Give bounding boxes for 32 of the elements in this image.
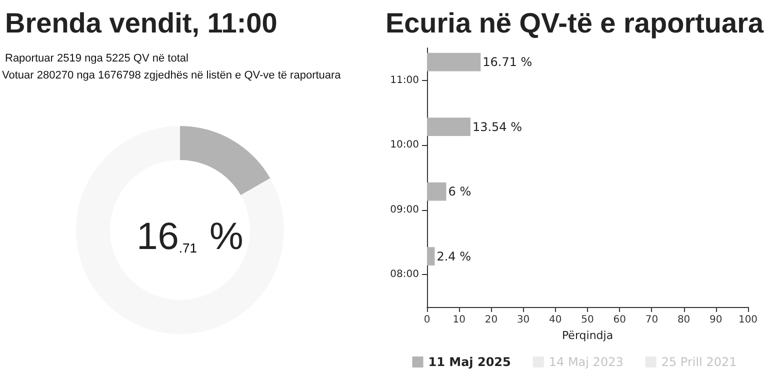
- y-tick-label: 11:00: [390, 74, 419, 86]
- y-tick-label: 08:00: [390, 269, 419, 280]
- legend-label: 11 Maj 2025: [428, 355, 511, 369]
- y-tick-label: 10:00: [390, 140, 419, 151]
- x-tick-label: 10: [452, 314, 466, 326]
- legend-label: 14 Maj 2023: [548, 355, 624, 369]
- bar: [427, 182, 446, 201]
- x-tick-label: 20: [484, 314, 498, 326]
- x-tick-label: 60: [613, 314, 626, 326]
- x-tick-label: 0: [424, 314, 430, 326]
- chart-title: Brenda vendit, 11:00: [5, 8, 278, 38]
- x-tick-label: 80: [677, 314, 690, 326]
- legend-label: 25 Prill 2021: [661, 355, 737, 369]
- x-tick-label: 90: [710, 314, 722, 326]
- text: Votuar 280270 nga 1676798 zgjedhës në listën e QV-ve të raportuara: [2, 70, 342, 82]
- x-tick-label: 30: [516, 314, 530, 326]
- bar: [427, 118, 470, 136]
- x-tick-label: 70: [645, 314, 658, 326]
- x-tick-label: 50: [581, 314, 594, 326]
- x-tick-label: 100: [738, 314, 758, 326]
- data-label: 2.4 %: [436, 249, 472, 264]
- chart-title: Ecuria në QV-të e raportuara: [385, 8, 764, 38]
- chart-subtitle: Raportuar 2519 nga 5225 QV në total: [5, 52, 188, 64]
- x-tick-label: 40: [549, 314, 562, 326]
- bar: [427, 247, 435, 266]
- data-label: 13.54 %: [472, 120, 522, 134]
- text: 16.71 %: [136, 216, 244, 258]
- data-label: 16.71 %: [482, 55, 532, 70]
- bar: [427, 52, 481, 72]
- x-axis-title: Përqindja: [562, 328, 614, 342]
- data-label: 6 %: [448, 184, 472, 199]
- y-tick-label: 09:00: [390, 204, 419, 216]
